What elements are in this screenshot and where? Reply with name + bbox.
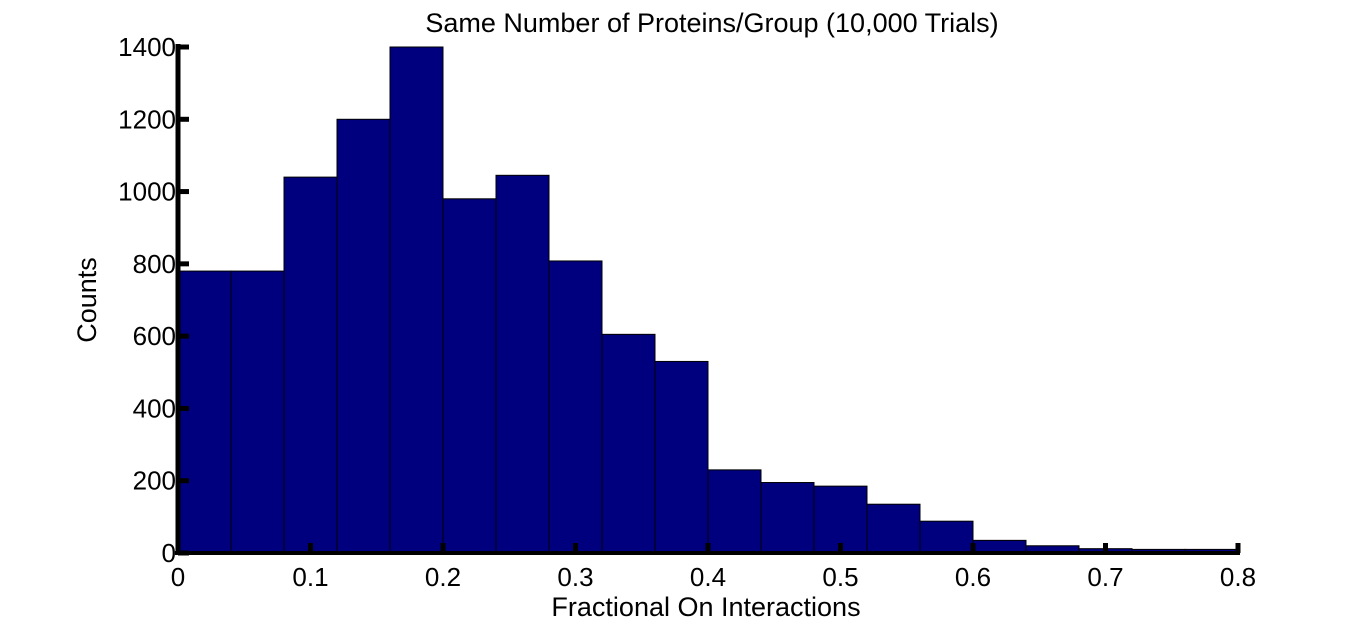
ticks-layer: 0 200 400 600 800 1000 1200 1400 0 0.1 0.2 0.3 0.4 0.… xyxy=(118,32,1256,592)
y-tick-label: 1000 xyxy=(118,177,176,207)
histogram-bar-9 xyxy=(654,360,709,554)
x-tick-label: 0 xyxy=(171,562,185,592)
y-tick-label: 400 xyxy=(133,393,176,423)
y-tick-label: 600 xyxy=(133,321,176,351)
histogram-bar-0 xyxy=(177,270,232,554)
histogram-bar-4 xyxy=(389,46,444,554)
histogram-bar-14 xyxy=(919,520,974,554)
histogram-bar-10 xyxy=(707,469,762,554)
y-tick-label: 800 xyxy=(133,249,176,279)
chart-title: Same Number of Proteins/Group (10,000 Tr… xyxy=(425,8,998,38)
histogram-bar-5 xyxy=(442,198,497,554)
histogram-bar-3 xyxy=(336,118,391,554)
x-tick-label: 0.5 xyxy=(822,562,858,592)
histogram-bar-13 xyxy=(866,503,921,554)
histogram-bar-8 xyxy=(601,333,656,554)
x-axis-label: Fractional On Interactions xyxy=(551,592,860,622)
x-tick-label: 0.2 xyxy=(425,562,461,592)
x-tick-label: 0.3 xyxy=(557,562,593,592)
x-tick-label: 0.7 xyxy=(1087,562,1123,592)
y-axis-label: Counts xyxy=(72,257,102,343)
bars-layer xyxy=(177,46,1239,554)
x-tick-label: 0.8 xyxy=(1220,562,1256,592)
histogram-bar-2 xyxy=(283,176,338,554)
y-tick-label: 1200 xyxy=(118,104,176,134)
y-tick-label: 0 xyxy=(162,538,176,568)
x-tick-label: 0.1 xyxy=(292,562,328,592)
x-tick-label: 0.4 xyxy=(690,562,726,592)
y-tick-label: 1400 xyxy=(118,32,176,62)
histogram-bar-1 xyxy=(230,270,285,554)
y-tick-label: 200 xyxy=(133,466,176,496)
histogram-bar-12 xyxy=(813,485,868,554)
histogram-bar-11 xyxy=(760,482,815,554)
histogram-bar-6 xyxy=(495,174,550,554)
histogram-bar-7 xyxy=(548,260,603,554)
x-tick-label: 0.6 xyxy=(955,562,991,592)
